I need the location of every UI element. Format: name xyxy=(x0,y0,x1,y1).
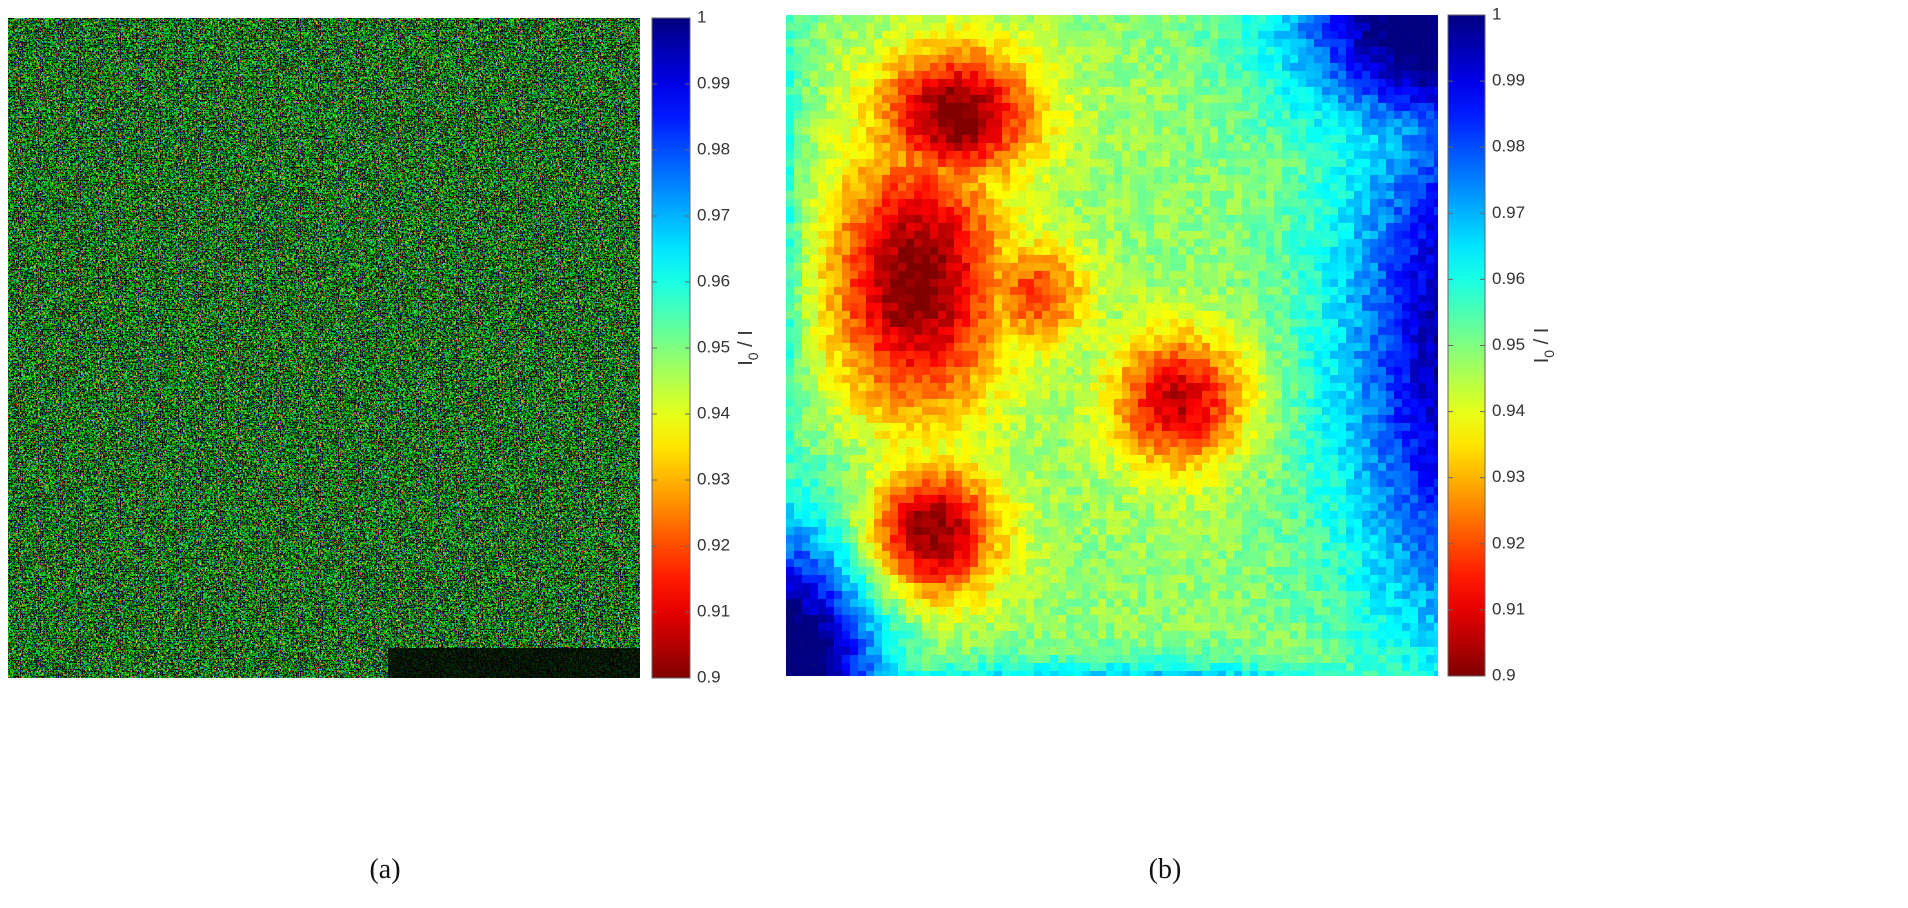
colorbar-tick-label: 0.91 xyxy=(697,601,730,620)
colorbar-tick-label: 0.98 xyxy=(697,139,730,158)
panel: 0.90.910.920.930.940.950.960.970.980.991… xyxy=(786,4,1557,885)
colorbar-label: I0 / I xyxy=(735,330,761,366)
colorbar-label-rest: / I xyxy=(735,330,757,352)
colorbar-tick-label: 0.93 xyxy=(697,469,730,488)
colorbar-label-subscript: 0 xyxy=(745,352,761,360)
panel-label: (a) xyxy=(369,854,400,885)
colorbar-tick-label: 0.94 xyxy=(697,403,730,422)
colorbar-tick-label: 0.9 xyxy=(697,667,721,686)
colorbar-tick-label: 0.96 xyxy=(697,271,730,290)
panel: 0.9 0.91 0.92 0.93 0.94 0.95 0.96 0.97 0.98 0.99 1… xyxy=(8,7,761,885)
heatmap-image xyxy=(786,15,1438,676)
image-dark-patch xyxy=(388,648,640,678)
colorbar-label-base: I xyxy=(735,360,757,366)
colorbar-tick-label: 0.92 xyxy=(697,535,730,554)
colorbar-tick-label: 0.99 xyxy=(697,73,730,92)
image-speckle xyxy=(8,18,640,678)
colorbar xyxy=(651,17,691,679)
colorbar-tick-label: 0.95 xyxy=(697,337,730,356)
colorbar-tick-label: 1 xyxy=(697,7,706,26)
colorbar-tick-label: 0.97 xyxy=(697,205,730,224)
heatmap-image xyxy=(8,18,640,678)
